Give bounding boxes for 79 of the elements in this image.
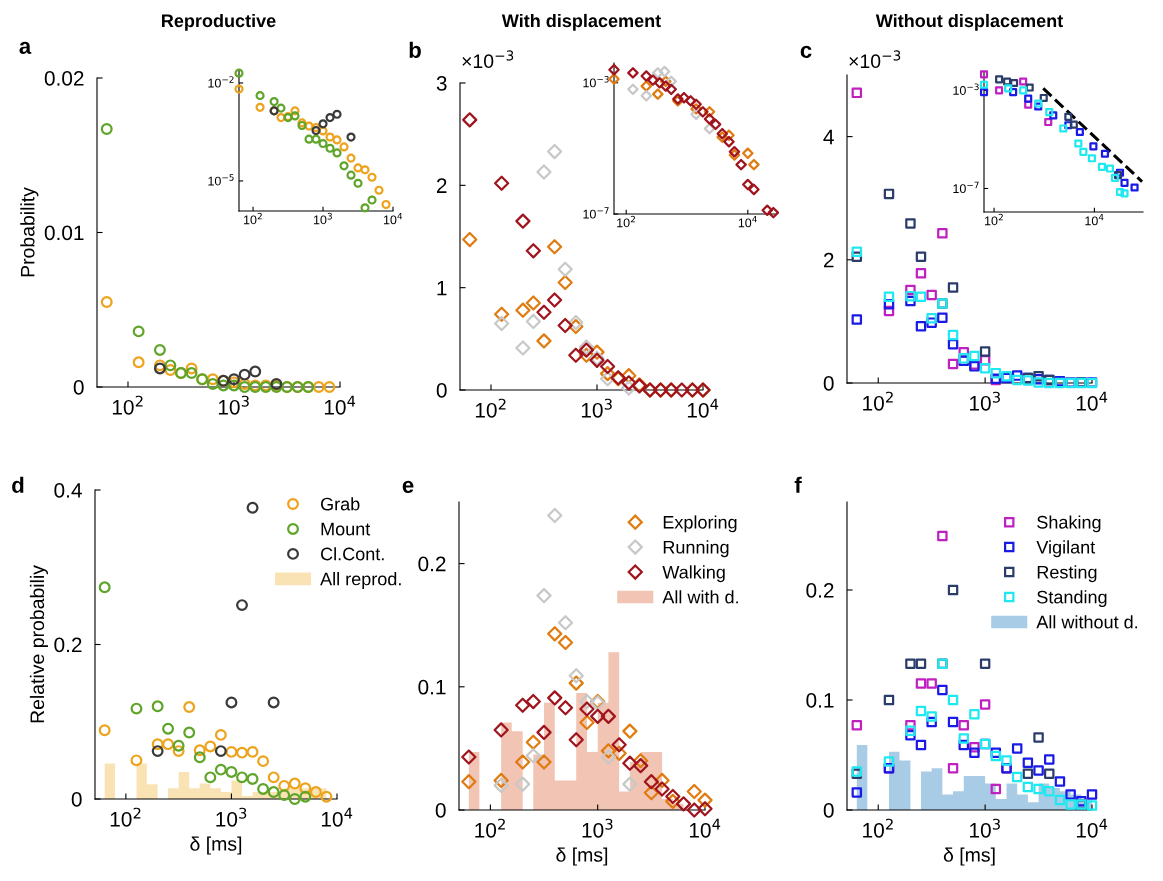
legend-label: Standing: [1037, 590, 1107, 608]
y-tick-label: 3: [436, 76, 447, 91]
x-tick-label: 10$^{4}$: [324, 395, 356, 415]
y-axis-title: Relative probabiliy: [29, 565, 48, 723]
legend-label: Mount: [321, 522, 371, 536]
x-tick-label: 10$^{2}$: [110, 807, 141, 827]
y-tick-label: 0.2: [806, 583, 834, 598]
legend-label: All reprod.: [320, 572, 401, 589]
x-tick-label: 10$^{3}$: [582, 818, 613, 838]
y-tick-label: 0: [73, 380, 84, 395]
x-tick-label: 10$^{4}$: [687, 398, 719, 418]
legend-label: All with d.: [662, 590, 738, 604]
chart-title: With displacement: [501, 13, 661, 31]
x-tick-label: 10$^{4}$: [1076, 818, 1108, 838]
y-tick-label: 4: [823, 129, 834, 145]
chart-title: Reproductive: [162, 13, 276, 31]
text: ×10$^{−3}$: [462, 50, 514, 69]
x-tick-label: 10$^{3}$: [218, 395, 249, 415]
text: a: [19, 41, 32, 54]
y-tick-label: 10$^{−7}$: [953, 181, 979, 194]
x-tick-label: 10$^{2}$: [863, 818, 893, 838]
x-tick-label: 10$^{2}$: [617, 215, 635, 228]
legend-label: Grab: [321, 497, 360, 511]
y-axis-title: Probability: [20, 187, 39, 277]
y-tick-label: 0: [71, 792, 82, 807]
x-tick-label: 10$^{2}$: [985, 213, 1003, 226]
legend-label: Exploring: [663, 515, 737, 533]
y-tick-label: 0.02: [44, 71, 84, 86]
legend-label: Cl.Cont.: [321, 547, 384, 561]
y-tick-label: 0.01: [44, 225, 84, 241]
x-tick-label: 10$^{4}$: [321, 807, 353, 827]
x-tick-label: 10$^{2}$: [475, 398, 506, 418]
x-tick-label: 10$^{2}$: [475, 818, 505, 838]
y-tick-label: 10$^{−3}$: [583, 75, 609, 88]
legend-label: Running: [663, 540, 729, 558]
text: e: [402, 480, 414, 493]
y-tick-label: 0: [823, 803, 834, 818]
y-tick-label: 10$^{−5}$: [208, 174, 234, 186]
legend-label: All without d.: [1036, 615, 1138, 629]
text: b: [409, 41, 421, 58]
y-tick-label: 2: [823, 252, 834, 268]
x-tick-label: 10$^{3}$: [970, 818, 1000, 838]
y-tick-label: 2: [436, 178, 447, 193]
y-tick-label: 0: [435, 803, 446, 818]
text: f: [794, 476, 802, 493]
chart-title: Without displacement: [875, 13, 1063, 31]
x-tick-label: 10$^{2}$: [244, 212, 262, 225]
x-tick-label: 10$^{2}$: [112, 395, 143, 415]
y-tick-label: 0: [436, 383, 447, 398]
y-tick-label: 0.1: [418, 679, 446, 695]
x-tick-label: 10$^{3}$: [313, 212, 332, 225]
x-axis-title: δ [ms]: [556, 847, 608, 866]
y-tick-label: 0: [823, 376, 834, 391]
text: d: [12, 476, 24, 493]
legend-label: Shaking: [1037, 515, 1101, 533]
text: ×10$^{−3}$: [849, 50, 901, 69]
legend-label: Walking: [662, 565, 725, 583]
y-tick-label: 0.1: [806, 693, 834, 708]
x-tick-label: 10$^{4}$: [738, 215, 757, 228]
x-tick-label: 10$^{4}$: [1076, 391, 1108, 411]
x-tick-label: 10$^{4}$: [689, 818, 721, 838]
y-tick-label: 0.2: [54, 637, 82, 653]
legend-label: Resting: [1037, 565, 1097, 583]
y-tick-label: 0.4: [54, 483, 82, 498]
x-tick-label: 10$^{3}$: [581, 398, 612, 418]
x-axis-title: δ [ms]: [943, 847, 995, 866]
x-tick-label: 10$^{3}$: [970, 391, 1000, 411]
y-tick-label: 1: [437, 280, 447, 296]
text: c: [800, 45, 812, 58]
x-tick-label: 10$^{2}$: [863, 391, 893, 411]
y-tick-label: 10$^{−7}$: [583, 207, 609, 219]
y-tick-label: 10$^{−3}$: [953, 83, 979, 95]
x-tick-label: 10$^{4}$: [1085, 213, 1104, 226]
x-tick-label: 10$^{4}$: [383, 212, 403, 225]
x-tick-label: 10$^{3}$: [216, 807, 247, 827]
x-axis-title: δ [ms]: [190, 836, 242, 855]
y-tick-label: 10$^{−2}$: [208, 76, 234, 88]
legend-label: Vigilant: [1036, 540, 1096, 558]
y-tick-label: 0.2: [418, 556, 446, 572]
